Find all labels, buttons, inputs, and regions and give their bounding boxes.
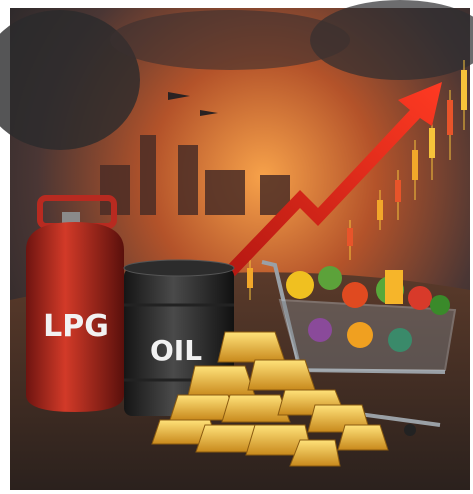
barrel-label: OIL <box>150 334 202 367</box>
page: {"image": {"labels": {"cylinder": "LPG",… <box>0 0 473 494</box>
lpg-cylinder: LPG <box>26 198 124 412</box>
cylinder-label: LPG <box>43 309 109 344</box>
smoke <box>110 10 350 70</box>
illustration: LPG OIL <box>0 0 473 494</box>
